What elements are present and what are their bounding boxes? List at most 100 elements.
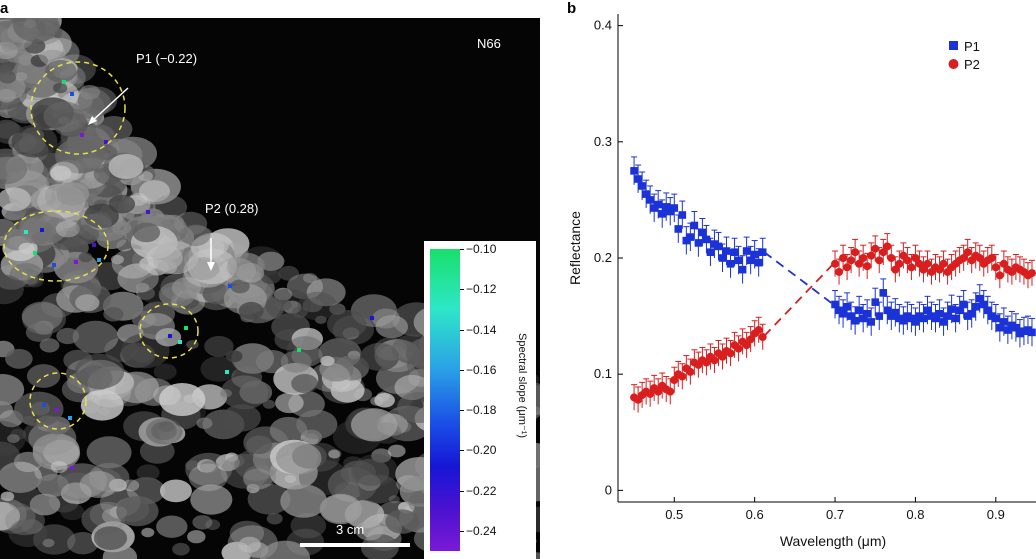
terrain-rock [291,344,323,367]
data-point-p1 [750,250,759,259]
p1-region-circle [30,61,126,155]
colorbar-tick-mark [460,369,464,371]
terrain-rock [45,60,77,83]
slope-pixel [62,80,66,84]
terrain-rock [55,220,80,238]
terrain-rock [79,85,101,100]
terrain-rock [303,272,318,284]
terrain-rock [174,211,208,236]
data-point-p2 [678,372,687,381]
terrain-rock [79,471,118,498]
terrain-rock [246,435,273,455]
colorbar-tick-mark [460,289,464,291]
terrain-rock [50,461,68,473]
colorbar-tick-label: −0.14 [466,322,497,337]
terrain-rock [260,269,282,284]
terrain-rock [220,389,232,398]
data-point-p1 [1024,326,1032,334]
data-point-p1 [927,312,936,320]
terrain-rock [238,536,261,553]
terrain-rock [196,417,213,429]
data-point-p1 [634,175,642,183]
terrain-rock [243,465,277,489]
terrain-rock [114,371,159,404]
data-point-p1 [947,305,956,313]
slope-pixel [52,263,56,267]
data-point-p1 [951,314,960,323]
terrain-rock [246,483,260,494]
terrain-rock [136,464,160,481]
terrain-rock [26,364,61,388]
x-axis-label: Wavelength (μm) [780,533,886,549]
spectral-slope-image: N66 P1 (−0.22) P2 (0.28) 3 cm −0.10 −0.12… [0,18,540,559]
colorbar-gradient [430,249,460,551]
data-point-p2 [891,265,900,274]
legend-label: P1 [964,39,980,54]
terrain-rock [0,153,28,185]
data-point-p2 [666,387,675,396]
terrain-rock [0,88,16,103]
terrain-rock [0,441,21,471]
data-point-p1 [654,200,662,209]
terrain-rock [5,506,45,536]
terrain-rock [103,307,124,322]
colorbar-tick-label: −0.22 [466,483,497,498]
terrain-rock [371,448,392,463]
data-point-p1 [1004,326,1012,334]
data-point-p1 [638,182,646,190]
region-circle-2 [3,210,109,282]
data-point-p2 [654,387,663,396]
terrain-rock [122,479,140,492]
terrain-rock [333,355,370,381]
terrain-rock [39,338,60,353]
terrain-rock [225,350,243,363]
data-point-p1 [702,235,711,244]
x-tick-label: 0.9 [987,507,1005,522]
x-tick-label: 0.6 [746,507,764,522]
terrain-rock [14,391,64,427]
data-point-p1 [899,316,908,325]
terrain-rock [192,515,213,530]
terrain-rock [275,299,292,311]
data-point-p1 [710,240,719,248]
data-point-p1 [887,312,896,320]
colorbar-tick-mark [460,450,464,452]
terrain-rock [186,340,199,349]
terrain-rock [180,224,211,247]
terrain-rock [230,279,250,294]
gap-dashed-line [763,263,835,337]
data-point-p1 [935,309,944,318]
slope-pixel [33,251,37,255]
data-point-p2 [935,265,944,274]
terrain-rock [56,327,80,345]
terrain-rock [8,519,48,548]
terrain-rock [291,327,323,351]
data-point-p2 [879,248,888,257]
colorbar-tick-label: −0.18 [466,403,497,418]
colorbar-tick-label: −0.10 [466,242,497,256]
data-point-p1 [931,314,940,323]
terrain-rock [11,124,58,158]
data-point-p2 [915,259,924,268]
terrain-rock [200,356,237,382]
data-point-p1 [706,248,715,256]
data-point-p1 [847,312,855,320]
terrain-rock [296,409,338,440]
slope-pixel [97,258,101,262]
data-point-p1 [907,314,916,323]
data-point-p2 [670,376,679,384]
terrain-rock [0,187,31,212]
terrain-rock [374,393,395,408]
terrain-rock [141,527,155,538]
data-point-p1 [992,314,1000,323]
terrain-rock [5,153,44,182]
terrain-rock [319,493,362,525]
terrain-rock [257,251,285,271]
data-point-p2 [871,244,880,253]
data-point-p1 [698,228,707,237]
terrain-rock [225,452,239,462]
terrain-rock [156,515,188,538]
terrain-rock [197,459,216,473]
data-point-p1 [1028,328,1036,337]
terrain-rock [178,287,197,300]
